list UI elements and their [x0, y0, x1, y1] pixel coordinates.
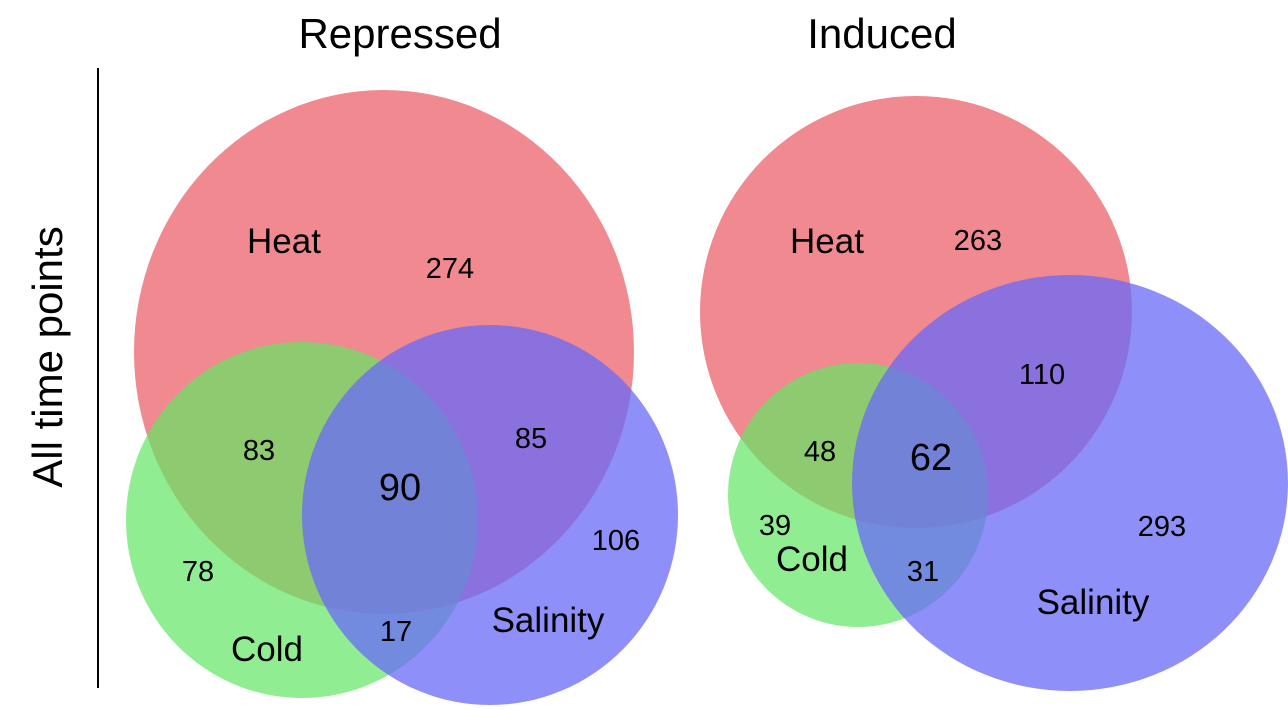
- count-all-three: 62: [910, 437, 952, 479]
- count-salinity-only: 106: [592, 525, 640, 557]
- count-heat-salinity: 85: [515, 423, 547, 455]
- panel-title: Induced: [807, 10, 956, 57]
- count-heat-only: 263: [954, 225, 1002, 257]
- count-cold-only: 78: [182, 556, 214, 588]
- heat-label: Heat: [790, 222, 864, 261]
- panel-title: Repressed: [298, 10, 501, 57]
- count-heat-salinity: 110: [1019, 359, 1065, 391]
- row-label: All time points: [24, 226, 71, 487]
- count-heat-cold: 48: [804, 436, 836, 468]
- count-cold-salinity: 31: [907, 556, 939, 588]
- count-salinity-only: 293: [1138, 511, 1186, 543]
- count-heat-cold: 83: [243, 435, 275, 467]
- heat-label: Heat: [247, 222, 321, 261]
- count-all-three: 90: [379, 467, 421, 509]
- cold-label: Cold: [776, 540, 848, 579]
- salinity-label: Salinity: [492, 601, 605, 640]
- venn-panel-induced: Induced Heat Cold Salinity 263 39 293 48…: [700, 10, 1288, 691]
- cold-label: Cold: [231, 630, 303, 669]
- count-cold-only: 39: [759, 510, 791, 542]
- salinity-circle: [852, 275, 1288, 691]
- salinity-circle: [302, 325, 678, 705]
- count-cold-salinity: 17: [380, 616, 412, 648]
- venn-panel-repressed: Repressed Heat Cold Salinity 274 78 106 …: [126, 10, 678, 705]
- count-heat-only: 274: [426, 253, 474, 285]
- salinity-label: Salinity: [1037, 583, 1150, 622]
